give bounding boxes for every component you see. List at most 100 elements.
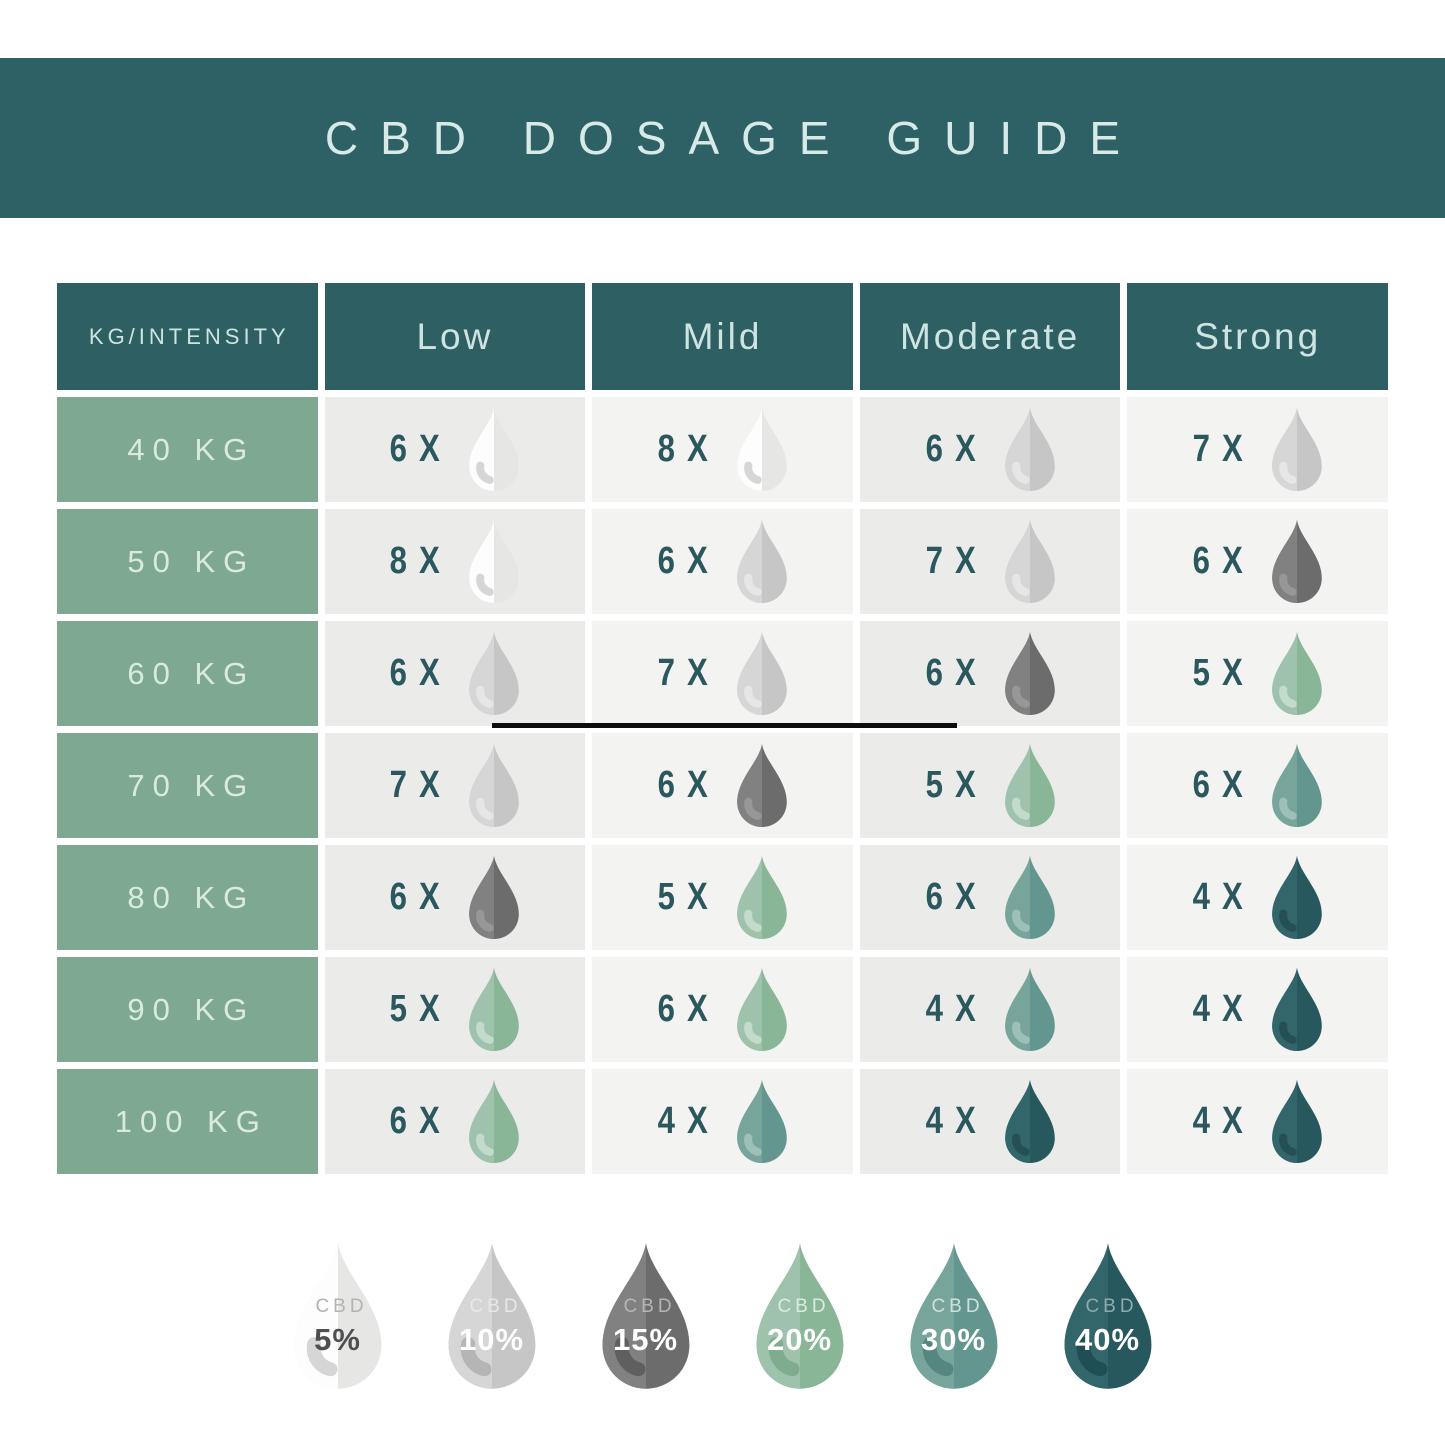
droplet-icon-10pct xyxy=(1272,407,1323,492)
droplet-icon-40pct xyxy=(1004,1079,1055,1164)
legend-item-40pct: CBD 40% xyxy=(1052,1240,1164,1392)
droplet-icon-30pct xyxy=(910,1243,997,1389)
dosage-cell: 4 X xyxy=(1127,845,1388,950)
legend-percent-label: 15% xyxy=(612,1322,679,1357)
dosage-cell: 6 X xyxy=(859,845,1121,950)
dose-count: 8 X xyxy=(657,428,710,470)
droplet-icon-5pct xyxy=(469,407,520,492)
dose-count: 6 X xyxy=(390,1100,442,1142)
dosage-cell: 6 X xyxy=(859,621,1121,726)
row-label-100-kg: 100 KG xyxy=(57,1069,318,1174)
dose-count: 4 X xyxy=(1192,988,1245,1030)
dosage-cell: 4 X xyxy=(592,1069,853,1174)
dosage-cell: 4 X xyxy=(859,957,1121,1062)
row-label-90-kg: 90 KG xyxy=(57,957,318,1062)
droplet-icon-5pct xyxy=(294,1243,381,1389)
dosage-cell: 6 X xyxy=(859,397,1121,502)
droplet-icon-5pct xyxy=(737,407,787,492)
dosage-cell: 8 X xyxy=(592,397,853,502)
dose-count: 5 X xyxy=(925,764,977,806)
dose-count: 4 X xyxy=(925,988,977,1030)
droplet-icon-40pct xyxy=(1272,1079,1323,1164)
dose-count: 6 X xyxy=(925,876,977,918)
legend-item-10pct: CBD 10% xyxy=(436,1240,548,1392)
droplet-icon-10pct xyxy=(1004,519,1055,604)
dosage-cell: 6 X xyxy=(1127,733,1388,838)
legend-item-15pct: CBD 15% xyxy=(590,1240,702,1392)
dose-count: 8 X xyxy=(390,540,442,582)
droplet-icon-20pct xyxy=(756,1243,843,1389)
dose-count: 6 X xyxy=(390,428,442,470)
row-label-40-kg: 40 KG xyxy=(57,397,318,502)
droplet-icon-20pct xyxy=(1004,743,1055,828)
legend-cbd-label: CBD xyxy=(1085,1296,1138,1317)
dosage-cell: 6 X xyxy=(324,845,586,950)
droplet-icon-5pct xyxy=(469,519,520,604)
dosage-cell: 6 X xyxy=(592,957,853,1062)
legend-item-5pct: CBD 5% xyxy=(282,1240,394,1392)
dose-count: 4 X xyxy=(1192,1100,1245,1142)
droplet-icon-20pct xyxy=(737,855,787,940)
dose-count: 6 X xyxy=(657,764,710,806)
droplet-icon-20pct xyxy=(469,967,520,1052)
droplet-icon-40pct xyxy=(1272,855,1323,940)
dosage-cell: 5 X xyxy=(324,957,586,1062)
dose-count: 6 X xyxy=(1192,764,1245,806)
droplet-icon-15pct xyxy=(1272,519,1323,604)
dose-count: 7 X xyxy=(1192,428,1245,470)
column-header-strong: Strong xyxy=(1127,283,1388,390)
dosage-cell: 8 X xyxy=(324,509,586,614)
dose-count: 7 X xyxy=(657,652,710,694)
dosage-cell: 4 X xyxy=(859,1069,1121,1174)
droplet-icon-10pct xyxy=(737,631,787,716)
droplet-icon-10pct xyxy=(737,519,787,604)
dosage-cell: 6 X xyxy=(324,621,586,726)
page-title: CBD DOSAGE GUIDE xyxy=(324,112,1143,164)
droplet-icon-15pct xyxy=(469,855,520,940)
droplet-icon-10pct xyxy=(448,1243,535,1389)
dosage-cell: 6 X xyxy=(324,397,586,502)
divider-line xyxy=(492,723,957,728)
legend-item-30pct: CBD 30% xyxy=(898,1240,1010,1392)
dosage-cell: 5 X xyxy=(859,733,1121,838)
dosage-cell: 5 X xyxy=(1127,621,1388,726)
dosage-cell: 6 X xyxy=(324,1069,586,1174)
dose-count: 6 X xyxy=(925,652,977,694)
dosage-cell: 7 X xyxy=(592,621,853,726)
cbd-strength-legend: CBD 5% CBD 10% CBD 15% CBD 20% CBD 30% CBD 40% xyxy=(0,1240,1445,1392)
droplet-icon-30pct xyxy=(1004,967,1055,1052)
dose-count: 6 X xyxy=(1192,540,1245,582)
dosage-cell: 4 X xyxy=(1127,957,1388,1062)
dose-count: 5 X xyxy=(1192,652,1245,694)
dosage-cell: 7 X xyxy=(859,509,1121,614)
dose-count: 6 X xyxy=(390,876,442,918)
dose-count: 4 X xyxy=(925,1100,977,1142)
dosage-cell: 6 X xyxy=(592,509,853,614)
dosage-cell: 4 X xyxy=(1127,1069,1388,1174)
title-banner: CBD DOSAGE GUIDE xyxy=(0,58,1445,218)
legend-cbd-label: CBD xyxy=(623,1296,676,1317)
dose-count: 5 X xyxy=(657,876,710,918)
droplet-icon-20pct xyxy=(1272,631,1323,716)
column-header-mild: Mild xyxy=(592,283,853,390)
dosage-cell: 7 X xyxy=(1127,397,1388,502)
droplet-icon-20pct xyxy=(737,967,787,1052)
dose-count: 5 X xyxy=(390,988,442,1030)
droplet-icon-10pct xyxy=(469,631,520,716)
dose-count: 6 X xyxy=(925,428,977,470)
legend-percent-label: 10% xyxy=(458,1322,525,1357)
legend-percent-label: 30% xyxy=(920,1322,987,1357)
row-label-80-kg: 80 KG xyxy=(57,845,318,950)
dose-count: 6 X xyxy=(390,652,442,694)
droplet-icon-10pct xyxy=(469,743,520,828)
droplet-icon-40pct xyxy=(1064,1243,1151,1389)
droplet-icon-15pct xyxy=(1004,631,1055,716)
droplet-icon-15pct xyxy=(602,1243,689,1389)
row-label-60-kg: 60 KG xyxy=(57,621,318,726)
legend-percent-label: 40% xyxy=(1074,1322,1141,1357)
legend-percent-label: 5% xyxy=(314,1322,361,1357)
dose-count: 7 X xyxy=(390,764,442,806)
dose-count: 6 X xyxy=(657,988,710,1030)
dosage-cell: 5 X xyxy=(592,845,853,950)
